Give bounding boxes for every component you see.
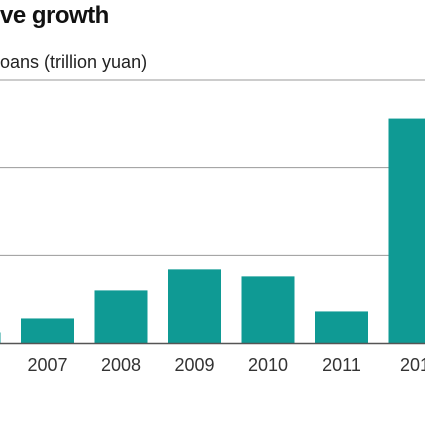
bar-2006: [0, 332, 1, 343]
gridlines: [0, 79, 425, 256]
y-axis-label: oans (trillion yuan): [0, 52, 148, 72]
x-tick-label-2011: 2011: [322, 355, 361, 375]
bar-2007: [21, 318, 74, 343]
bar-2011: [315, 311, 368, 343]
x-tick-label-2008: 2008: [101, 355, 141, 375]
x-tick-label-2007: 2007: [27, 355, 67, 375]
chart-title: ve growth: [0, 2, 109, 29]
bar-2009: [168, 269, 221, 343]
x-tick-label-201: 201: [400, 355, 425, 375]
bar-201: [388, 118, 425, 343]
x-tick-label-2009: 2009: [174, 355, 214, 375]
bar-2008: [94, 290, 148, 343]
bar-2010: [241, 276, 295, 343]
x-tick-label-2010: 2010: [248, 355, 288, 375]
bars: [0, 118, 425, 343]
x-tick-labels: 200620072008200920102011201: [27, 355, 425, 375]
